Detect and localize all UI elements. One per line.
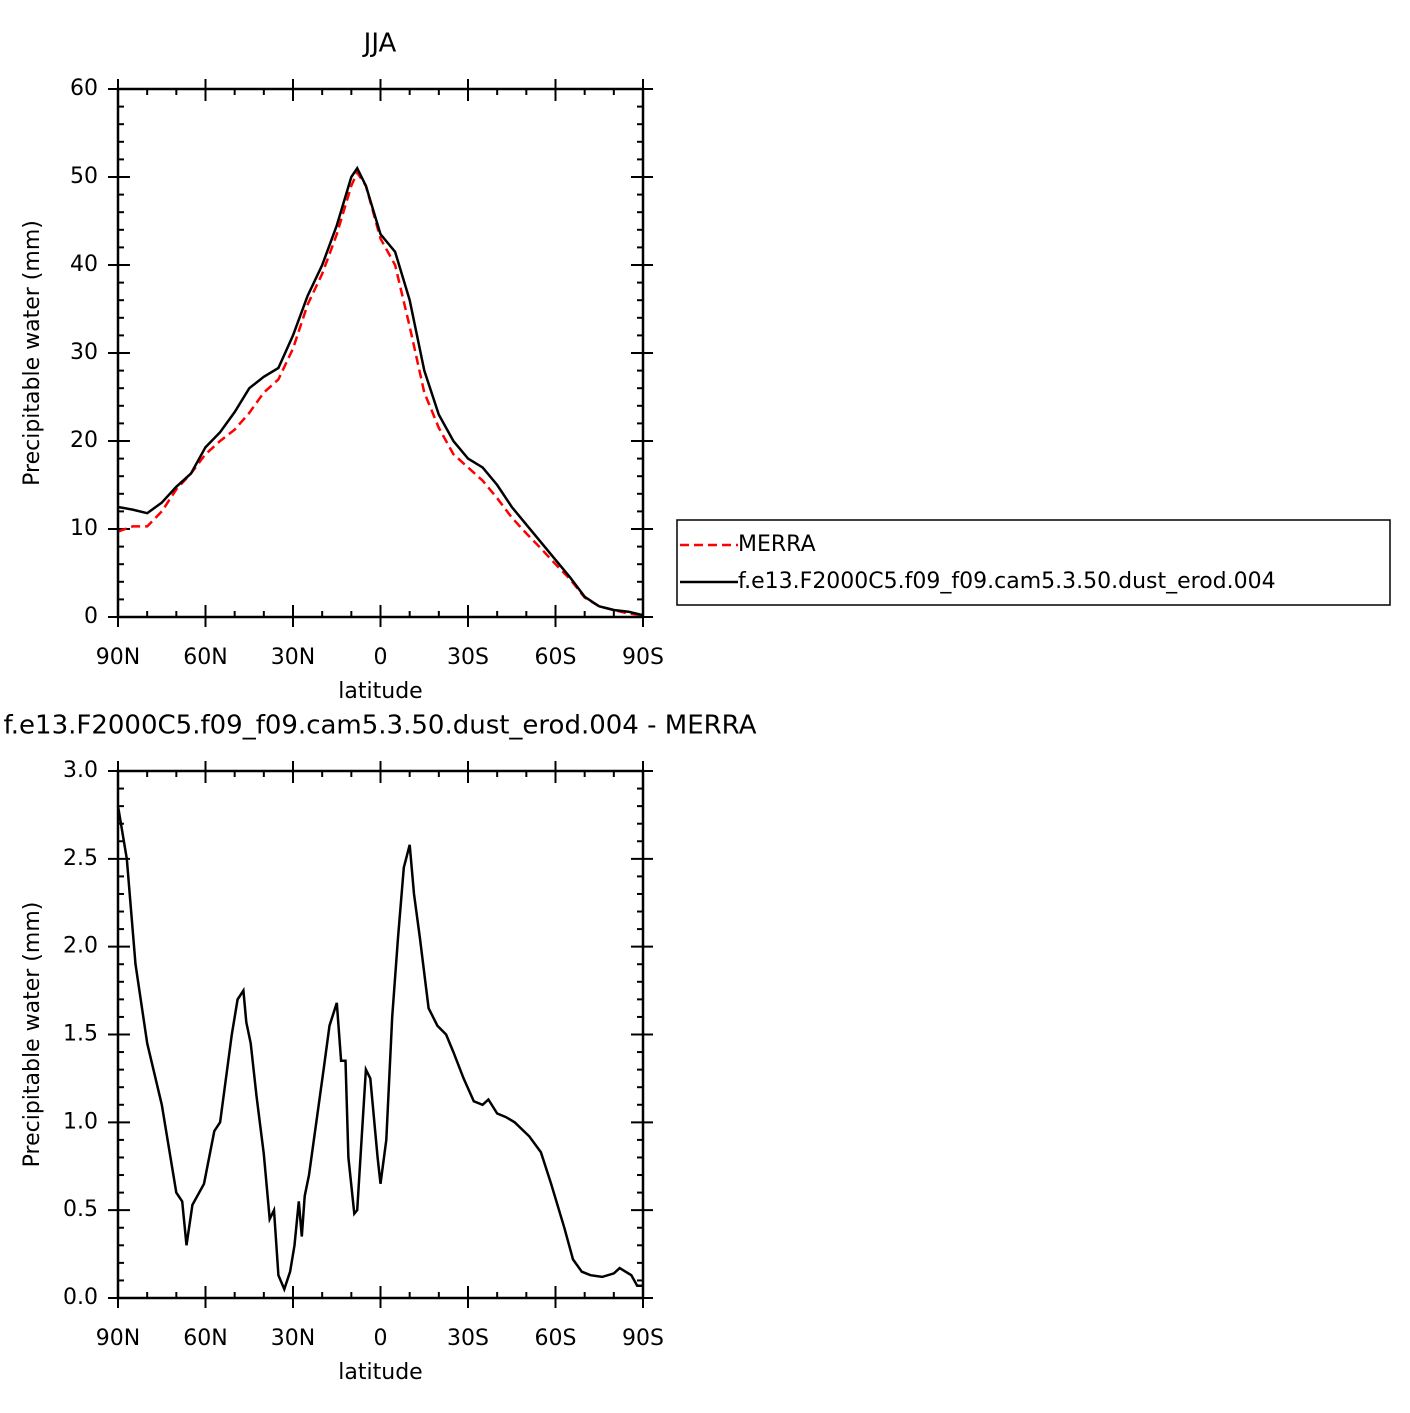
legend: MERRA f.e13.F2000C5.f09_f09.cam5.3.50.dus… — [676, 519, 1391, 606]
y-axis-label: Precipitable water (mm) — [20, 220, 45, 486]
y-tick-label: 1.0 — [63, 1109, 98, 1134]
legend-box — [676, 519, 1391, 606]
plot-frame — [116, 769, 645, 1300]
chart-title: f.e13.F2000C5.f09_f09.cam5.3.50.dust_ero… — [4, 711, 757, 741]
x-axis-label: latitude — [338, 679, 422, 704]
plot-frame — [116, 87, 645, 619]
x-tick-label: 30N — [271, 1326, 315, 1351]
legend-label: f.e13.F2000C5.f09_f09.cam5.3.50.dust_ero… — [738, 569, 1276, 594]
x-tick-label: 60N — [183, 1326, 227, 1351]
y-tick-label: 10 — [70, 516, 98, 541]
x-tick-label: 0 — [374, 645, 388, 670]
x-tick-label: 90S — [622, 1326, 664, 1351]
x-axis-label: latitude — [338, 1360, 422, 1385]
y-tick-label: 0 — [84, 604, 98, 629]
x-tick-label: 30N — [271, 645, 315, 670]
x-tick-label: 0 — [374, 1326, 388, 1351]
x-tick-label: 30S — [447, 1326, 489, 1351]
y-tick-label: 3.0 — [63, 758, 98, 783]
y-tick-label: 1.5 — [63, 1022, 98, 1047]
legend-label: MERRA — [738, 532, 816, 557]
x-tick-label: 30S — [447, 645, 489, 670]
y-axis-label: Precipitable water (mm) — [20, 902, 45, 1168]
x-tick-label: 60N — [183, 645, 227, 670]
y-tick-label: 0.0 — [63, 1285, 98, 1310]
x-tick-label: 60S — [535, 1326, 577, 1351]
y-tick-label: 20 — [70, 428, 98, 453]
y-tick-label: 2.0 — [63, 934, 98, 959]
x-tick-label: 90N — [96, 645, 140, 670]
x-tick-label: 60S — [535, 645, 577, 670]
data-line — [117, 170, 644, 617]
chart-title: JJA — [362, 29, 397, 59]
data-line — [116, 805, 643, 1293]
data-line — [117, 165, 644, 617]
y-tick-label: 2.5 — [63, 846, 98, 871]
y-tick-label: 40 — [70, 252, 98, 277]
y-tick-label: 60 — [70, 76, 98, 101]
x-tick-label: 90N — [96, 1326, 140, 1351]
x-tick-label: 90S — [622, 645, 664, 670]
y-tick-label: 0.5 — [63, 1197, 98, 1222]
y-tick-label: 50 — [70, 164, 98, 189]
y-tick-label: 30 — [70, 340, 98, 365]
